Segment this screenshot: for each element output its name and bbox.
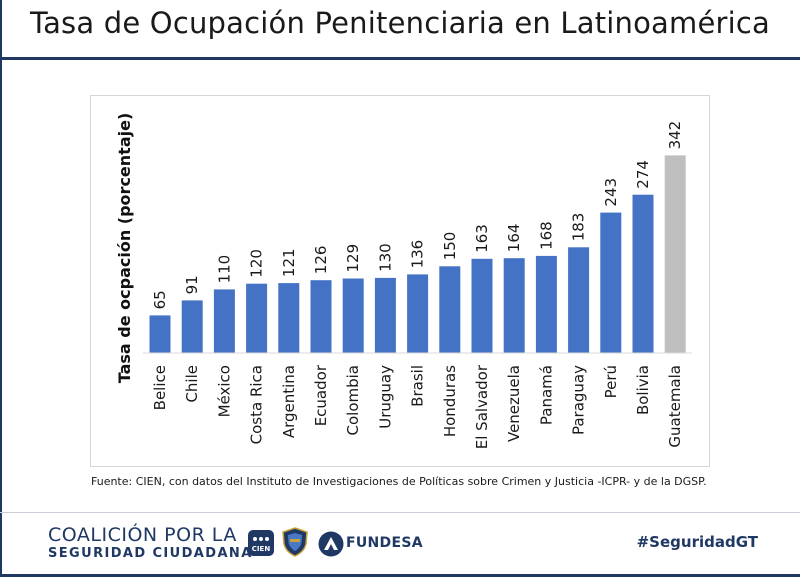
category-label-9: Honduras <box>441 365 459 437</box>
shield-badge-icon <box>282 527 308 557</box>
data-label-5: 126 <box>312 246 330 275</box>
y-axis-label: Tasa de ocpación (porcentaje) <box>115 113 134 384</box>
bar-3 <box>246 283 268 353</box>
bar-6 <box>342 278 364 353</box>
bar-12 <box>535 255 557 353</box>
data-label-10: 163 <box>473 224 491 253</box>
data-label-15: 274 <box>634 160 652 189</box>
data-label-9: 150 <box>441 232 459 261</box>
category-label-15: Bolivia <box>634 365 652 415</box>
data-label-16: 342 <box>666 121 684 150</box>
footer-bottom-border <box>0 574 800 577</box>
footer-divider <box>0 512 800 513</box>
coalicion-logo-line2: SEGURIDAD CIUDADANA <box>48 546 253 561</box>
bar-4 <box>278 283 300 353</box>
left-frame-border <box>0 0 2 577</box>
category-label-8: Brasil <box>409 365 427 407</box>
category-label-7: Uruguay <box>376 365 394 429</box>
category-label-12: Panamá <box>537 365 555 425</box>
bar-7 <box>374 277 396 353</box>
category-label-0: Belice <box>151 365 169 410</box>
data-label-3: 120 <box>248 249 266 278</box>
data-label-8: 136 <box>409 240 427 269</box>
source-note: Fuente: CIEN, con datos del Instituto de… <box>91 475 707 488</box>
category-label-4: Argentina <box>280 365 298 438</box>
data-label-13: 183 <box>570 213 588 242</box>
bar-14 <box>600 212 622 353</box>
cien-logo-icon: CIEN <box>248 530 274 556</box>
data-label-4: 121 <box>280 248 298 277</box>
category-label-2: México <box>215 365 233 417</box>
bar-13 <box>568 247 590 353</box>
category-label-5: Ecuador <box>312 364 330 426</box>
category-label-6: Colombia <box>344 365 362 436</box>
category-label-10: El Salvador <box>473 364 491 449</box>
data-label-6: 129 <box>344 244 362 273</box>
bar-16 <box>664 155 686 353</box>
bar-9 <box>439 266 461 353</box>
bar-15 <box>632 194 654 353</box>
bar-2 <box>213 289 235 353</box>
fundesa-logo-icon <box>318 531 344 557</box>
data-label-0: 65 <box>151 290 169 309</box>
category-label-1: Chile <box>183 365 201 403</box>
title-divider <box>0 57 800 60</box>
bar-11 <box>503 258 525 353</box>
data-label-2: 110 <box>215 255 233 284</box>
bar-0 <box>149 315 171 353</box>
bar-8 <box>407 274 429 353</box>
category-label-16: Guatemala <box>666 365 684 448</box>
data-label-7: 130 <box>376 243 394 272</box>
hashtag: #SeguridadGT <box>636 533 758 551</box>
data-label-12: 168 <box>537 221 555 250</box>
page-title: Tasa de Ocupación Penitenciaria en Latin… <box>29 6 771 40</box>
cien-logo-text: CIEN <box>252 545 271 553</box>
category-label-11: Venezuela <box>505 365 523 442</box>
data-label-14: 243 <box>602 178 620 207</box>
bar-1 <box>181 300 203 353</box>
category-label-3: Costa Rica <box>248 365 266 444</box>
coalicion-logo-line1: COALICIÓN POR LA <box>48 524 237 546</box>
bar-5 <box>310 280 332 353</box>
fundesa-logo-text: FUNDESA <box>346 535 423 551</box>
category-label-13: Paraguay <box>570 365 588 435</box>
data-label-11: 164 <box>505 224 523 253</box>
bar-series: 65 Belice 91 Chile 110 México 120 Costa Rica 121… <box>143 121 692 449</box>
bar-10 <box>471 258 493 353</box>
data-label-1: 91 <box>183 275 201 294</box>
category-label-14: Perú <box>602 365 620 398</box>
